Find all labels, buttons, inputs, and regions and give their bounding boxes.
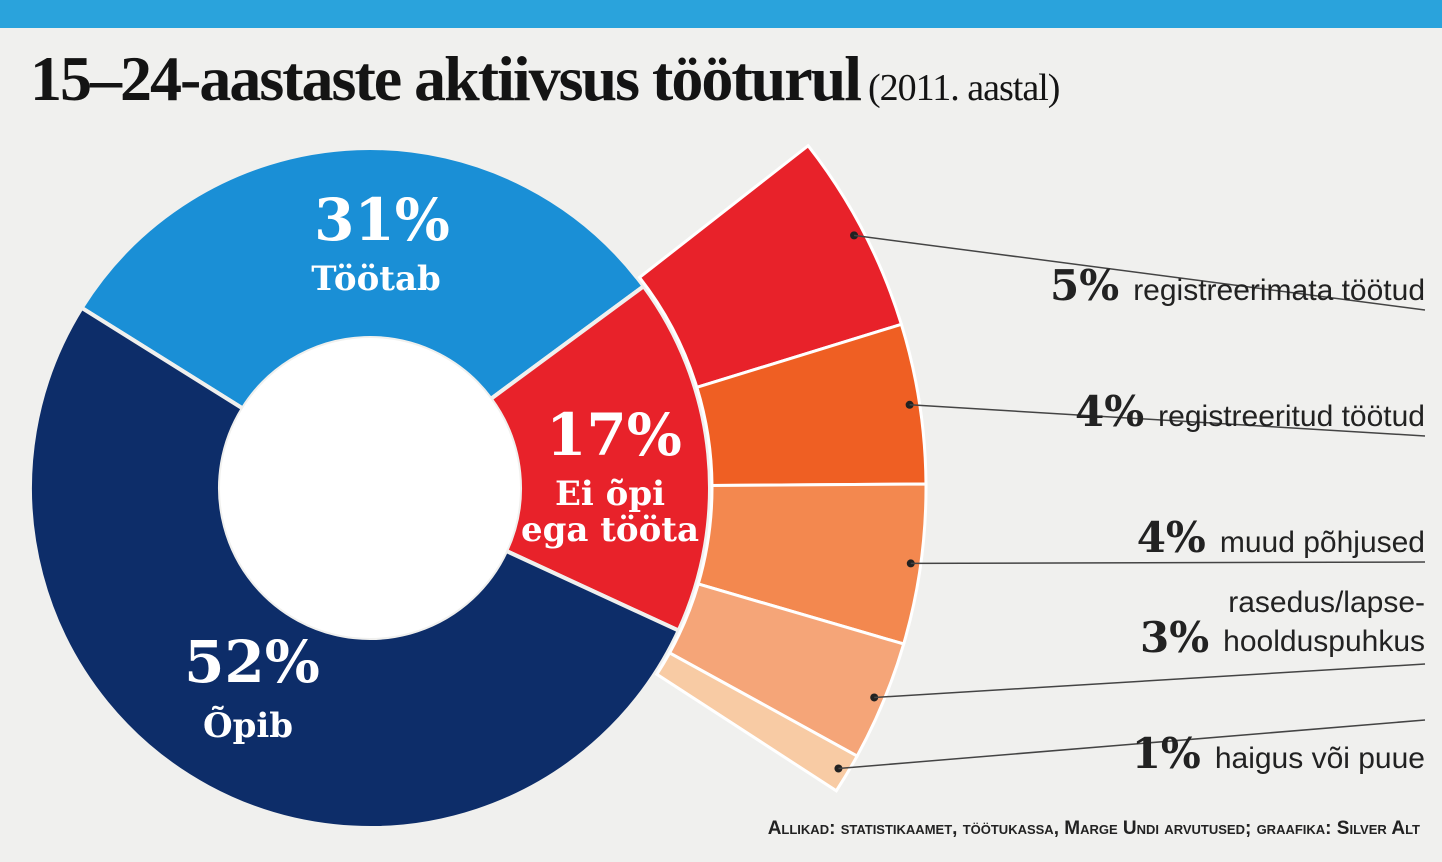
- breakdown-category-label: muud põhjused: [1220, 526, 1425, 559]
- leader-line: [853, 234, 1426, 311]
- chart-subtitle: (2011. aastal): [868, 67, 1060, 109]
- breakdown-value-label: 4%: [1075, 387, 1144, 436]
- chart-title: 15–24-aastaste aktiivsus tööturul (2011. …: [30, 42, 1060, 116]
- leader-line: [909, 404, 1426, 437]
- top-accent-bar: [0, 0, 1442, 28]
- leader-line: [874, 663, 1426, 699]
- donut-category-label: Ei õpi: [555, 474, 665, 514]
- breakdown-category-label: rasedus/lapse-: [1228, 586, 1425, 619]
- donut-value-label: 17%: [546, 401, 682, 469]
- donut-category-label: Õpib: [203, 705, 293, 746]
- title-text: 15–24-aastaste aktiivsus tööturul: [30, 43, 862, 114]
- donut-category-label: Töötab: [311, 259, 441, 299]
- donut-value-label: 31%: [314, 186, 450, 254]
- breakdown-category-label: hoolduspuhkus: [1223, 625, 1425, 658]
- breakdown-value-label: 1%: [1132, 729, 1201, 778]
- breakdown-category-label: registreeritud töötud: [1158, 400, 1425, 433]
- donut-value-label: 52%: [184, 628, 320, 696]
- leader-line: [910, 561, 1426, 565]
- donut-category-label: ega tööta: [521, 510, 699, 550]
- source-note: Allikad: statistikaamet, töötukassa, Mar…: [767, 818, 1420, 839]
- breakdown-category-label: registreerimata töötud: [1133, 274, 1425, 307]
- leader-line: [838, 719, 1426, 770]
- breakdown-value-label: 3%: [1140, 613, 1209, 662]
- donut-hole: [220, 338, 520, 638]
- breakdown-value-label: 5%: [1050, 261, 1119, 310]
- breakdown-value-label: 4%: [1137, 513, 1206, 562]
- breakdown-category-label: haigus või puue: [1215, 742, 1425, 775]
